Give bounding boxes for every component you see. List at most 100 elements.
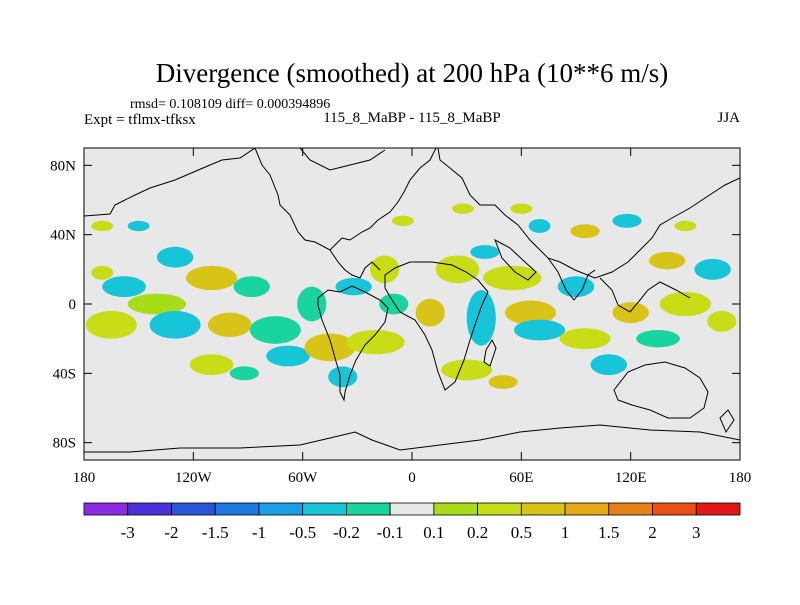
contour-blob-41 bbox=[391, 215, 414, 226]
colorbar-box-14 bbox=[695, 502, 741, 516]
x-axis: 180 120W 60W 0 60E 120E 180 bbox=[73, 148, 752, 486]
season-label: JJA bbox=[717, 110, 740, 126]
contour-blob-16 bbox=[328, 366, 358, 388]
contour-blob-40 bbox=[452, 203, 474, 214]
contour-blob-43 bbox=[557, 276, 595, 298]
coastline-australia bbox=[613, 361, 709, 419]
contour-blob-22 bbox=[435, 255, 480, 284]
colorbar-label-1: -2 bbox=[164, 523, 178, 542]
contour-blob-13 bbox=[266, 345, 310, 367]
contour-blob-8 bbox=[85, 310, 137, 339]
contour-blob-36 bbox=[612, 213, 642, 228]
contour-blob-6 bbox=[127, 293, 187, 315]
contour-blob-17 bbox=[297, 286, 327, 322]
colorbar-box-1 bbox=[127, 502, 172, 516]
colorbar-box-13 bbox=[652, 502, 697, 516]
contour-blob-1 bbox=[127, 220, 150, 232]
contour-blob-37 bbox=[570, 224, 600, 239]
coastline-africa bbox=[384, 261, 489, 391]
contour-blob-3 bbox=[156, 246, 194, 268]
colorbar-label-8: 0.2 bbox=[467, 523, 488, 542]
colorbar-box-9 bbox=[477, 502, 522, 516]
coastlines bbox=[84, 148, 740, 453]
contour-fill-group bbox=[85, 203, 737, 389]
colorbar-label-12: 2 bbox=[648, 523, 657, 542]
colorbar-box-10 bbox=[520, 502, 566, 516]
coastline-madagascar bbox=[483, 338, 497, 367]
y-tick-label-4: 80S bbox=[53, 436, 76, 452]
contour-blob-28 bbox=[559, 328, 611, 350]
colorbar-box-6 bbox=[345, 502, 391, 516]
coastline-antarctica bbox=[84, 424, 740, 453]
colorbar-label-4: -0.5 bbox=[289, 523, 316, 542]
contour-blob-33 bbox=[707, 310, 737, 332]
contour-blob-5 bbox=[186, 265, 238, 291]
coastline-central-america bbox=[329, 249, 381, 279]
colorbar-box-4 bbox=[258, 502, 304, 516]
coastline-east-america bbox=[349, 148, 437, 241]
center-label: 115_8_MaBP - 115_8_MaBP bbox=[323, 110, 501, 126]
colorbar-box-3 bbox=[214, 502, 260, 516]
y-tick-label-3: 40S bbox=[53, 366, 76, 382]
contour-blob-11 bbox=[249, 316, 301, 344]
colorbar-label-11: 1.5 bbox=[598, 523, 619, 542]
chart-title: Divergence (smoothed) at 200 hPa (10**6 … bbox=[156, 58, 668, 88]
contour-blob-39 bbox=[510, 203, 533, 214]
contour-blob-4 bbox=[102, 276, 146, 298]
contour-blob-19 bbox=[370, 255, 400, 284]
colorbar-box-2 bbox=[171, 502, 216, 516]
contour-blob-44 bbox=[648, 251, 686, 270]
colorbar-label-2: -1.5 bbox=[202, 523, 229, 542]
x-tick-label-6: 180 bbox=[729, 470, 752, 486]
colorbar-box-8 bbox=[433, 502, 479, 516]
stats-line: rmsd= 0.108109 diff= 0.000394896 bbox=[130, 97, 330, 112]
coastline-north-america bbox=[84, 148, 256, 217]
contour-blob-15 bbox=[346, 330, 405, 355]
y-tick-label-0: 80N bbox=[50, 158, 76, 174]
colorbar-box-11 bbox=[564, 502, 610, 516]
contour-blob-38 bbox=[528, 219, 551, 233]
x-tick-label-0: 180 bbox=[73, 470, 96, 486]
contour-blob-34 bbox=[636, 330, 680, 348]
colorbar-box-7 bbox=[389, 502, 435, 516]
x-tick-label-4: 60E bbox=[509, 470, 533, 486]
x-tick-label-2: 60W bbox=[288, 470, 318, 486]
y-tick-label-1: 40N bbox=[50, 228, 76, 244]
y-tick-label-2: 0 bbox=[69, 297, 77, 313]
contour-blob-29 bbox=[590, 354, 628, 376]
colorbar-label-0: -3 bbox=[121, 523, 135, 542]
contour-blob-20 bbox=[379, 293, 409, 315]
contour-blob-27 bbox=[514, 319, 566, 341]
colorbar-box-0 bbox=[83, 502, 129, 516]
contour-blob-45 bbox=[229, 366, 259, 381]
contour-blob-46 bbox=[488, 375, 518, 389]
x-tick-label-5: 120E bbox=[615, 470, 647, 486]
colorbar-label-9: 0.5 bbox=[511, 523, 532, 542]
colorbar-label-3: -1 bbox=[252, 523, 266, 542]
coastline-south-america bbox=[317, 285, 389, 402]
colorbar-label-13: 3 bbox=[692, 523, 701, 542]
y-axis: 80N 40N 0 40S 80S bbox=[50, 158, 740, 452]
contour-blob-23 bbox=[466, 290, 496, 346]
x-tick-label-1: 120W bbox=[175, 470, 213, 486]
contour-blob-26 bbox=[504, 300, 556, 325]
coastline-greenland bbox=[299, 148, 386, 171]
colorbar-label-6: -0.1 bbox=[377, 523, 404, 542]
contour-blob-7 bbox=[233, 276, 270, 298]
contour-blob-21 bbox=[415, 298, 445, 327]
colorbar-label-7: 0.1 bbox=[423, 523, 444, 542]
contour-blob-14 bbox=[304, 333, 356, 362]
colorbar-box-12 bbox=[608, 502, 653, 516]
coastline-southeast-asia bbox=[599, 277, 691, 313]
contour-blob-12 bbox=[189, 354, 234, 376]
colorbar-box-5 bbox=[302, 502, 347, 516]
contour-blob-35 bbox=[674, 220, 697, 232]
contour-blob-9 bbox=[149, 310, 201, 339]
coastline-eurasia bbox=[437, 148, 740, 279]
x-tick-label-3: 0 bbox=[408, 470, 416, 486]
coastline-india bbox=[547, 257, 596, 301]
colorbar-label-10: 1 bbox=[561, 523, 570, 542]
contour-blob-31 bbox=[659, 291, 711, 317]
